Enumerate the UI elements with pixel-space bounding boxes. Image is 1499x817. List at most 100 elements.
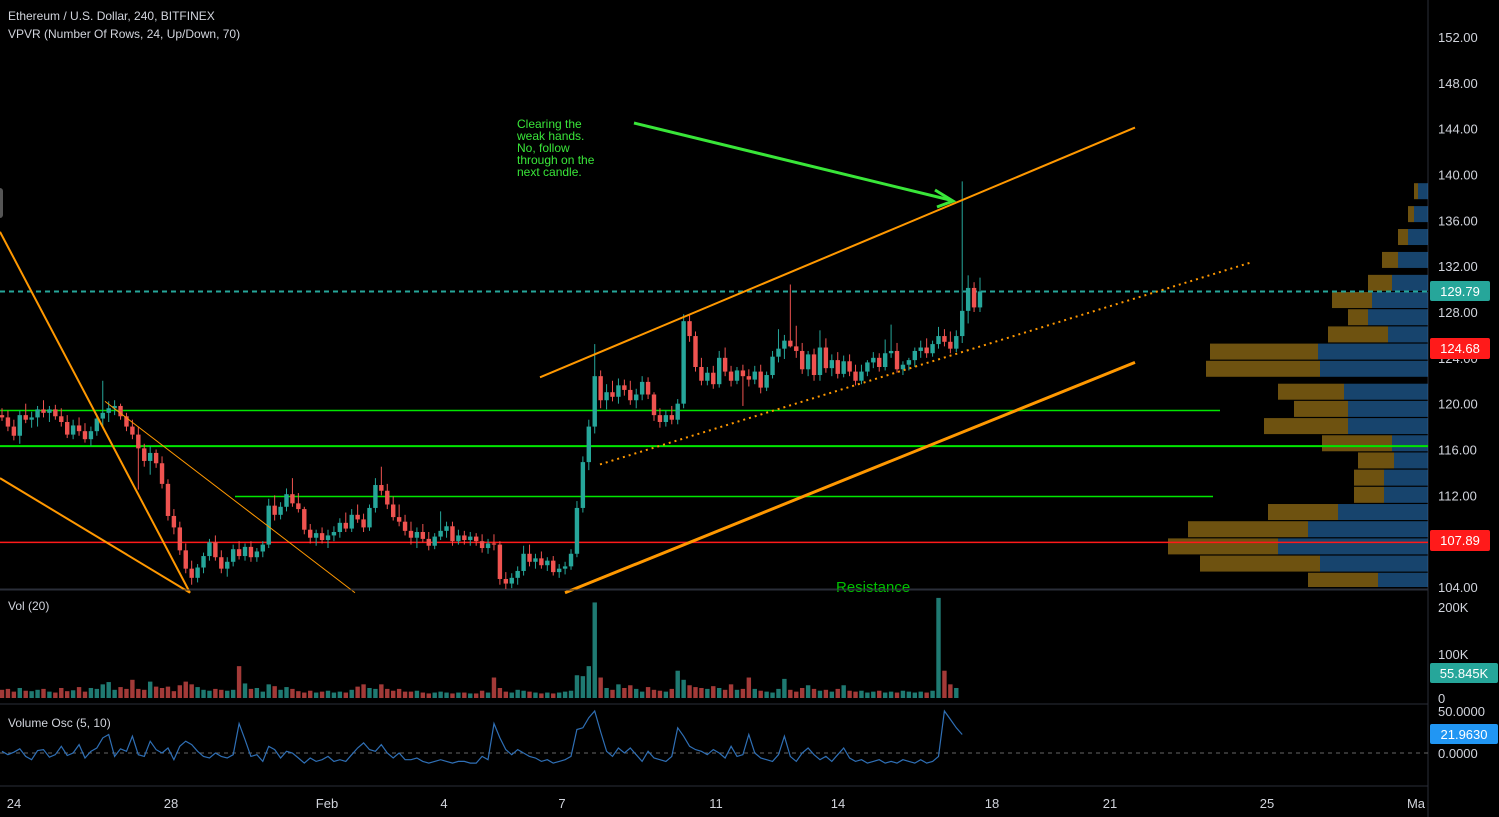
candle (651, 392, 657, 421)
candle (319, 527, 325, 544)
volume-bar (651, 689, 657, 698)
volume-bar (230, 689, 236, 698)
candle (201, 552, 206, 574)
vpvr-down-bar (1210, 343, 1318, 360)
volume-bar (142, 689, 147, 698)
candle (954, 330, 959, 353)
volume-bar (213, 688, 218, 698)
candle (47, 405, 52, 422)
volume-bar (462, 692, 467, 698)
candle (207, 538, 212, 561)
osc-line (1, 709, 963, 764)
volume-bar (396, 688, 402, 698)
candle (515, 566, 520, 585)
volume-bar (829, 691, 835, 698)
candle (432, 533, 437, 550)
candle (936, 326, 941, 349)
vpvr-down-bar (1408, 206, 1414, 223)
vpvr-down-bar (1168, 538, 1278, 555)
volume-bar (805, 685, 811, 698)
candle (379, 466, 384, 496)
candle (497, 541, 503, 585)
vpvr-down-bar (1414, 183, 1418, 200)
candle (153, 449, 159, 468)
volume-bar (699, 687, 704, 698)
volume-bar (734, 689, 740, 698)
vpvr-up-bar (1394, 452, 1428, 469)
candle (782, 334, 787, 359)
trend-line (539, 126, 1136, 379)
volume-bar (402, 691, 408, 698)
volume-bar (41, 688, 46, 698)
candle (100, 380, 105, 427)
candle (29, 411, 34, 428)
vpvr-down-bar (1264, 418, 1348, 435)
volume-bar (657, 690, 663, 698)
time-axis[interactable]: 24 28 Feb 4 7 11 14 18 21 25 Ma (7, 796, 1426, 811)
candle (426, 532, 431, 551)
volume-title: Vol (20) (8, 599, 49, 613)
candle (639, 376, 645, 401)
volume-bar (0, 689, 5, 698)
vpvr-up-bar (1348, 400, 1428, 417)
volume-bar (319, 691, 325, 698)
volume-bar (556, 692, 562, 698)
candle (337, 518, 343, 538)
volume-bar (634, 688, 639, 698)
candle (254, 548, 260, 562)
volume-bar (76, 687, 82, 698)
time-tick-label: Feb (316, 796, 338, 811)
trend-line (0, 477, 191, 594)
vpvr-down-bar (1322, 435, 1392, 452)
candle (764, 371, 769, 392)
volume-bar (118, 687, 123, 698)
volume-bar (59, 687, 64, 698)
candle (681, 314, 686, 409)
candle (705, 367, 710, 386)
volume-bar (770, 692, 775, 698)
candle (0, 408, 5, 421)
vpvr-up-bar (1278, 538, 1428, 555)
volume-bar (888, 691, 894, 698)
candle (746, 369, 752, 387)
volume-bar (586, 666, 591, 698)
vpvr-profile (1168, 183, 1428, 587)
volume-bar (408, 691, 414, 698)
volume-bar (23, 690, 28, 698)
vpvr-down-bar (1328, 326, 1388, 343)
vpvr-up-bar (1384, 469, 1428, 486)
volume-bar (473, 693, 479, 698)
volume-bar (912, 692, 917, 698)
volume-bar (717, 687, 722, 698)
candle (900, 361, 906, 376)
side-handle[interactable] (0, 188, 3, 218)
svg-text:107.89: 107.89 (1440, 533, 1480, 548)
price-tick-label: 132.00 (1438, 259, 1478, 274)
candle (912, 347, 917, 367)
candle (888, 324, 894, 358)
candle (11, 419, 17, 441)
candle (871, 352, 876, 369)
price-tick-label: 148.00 (1438, 76, 1478, 91)
candle (882, 339, 888, 371)
volume-bar (11, 691, 17, 698)
osc-title: Volume Osc (5, 10) (8, 716, 111, 730)
volume-bar (195, 687, 200, 698)
volume-bar (236, 666, 242, 698)
volume-bar (539, 693, 544, 698)
volume-bar (136, 688, 141, 698)
vpvr-up-bar (1348, 418, 1428, 435)
price-tick-label: 120.00 (1438, 397, 1478, 412)
chart-title: Ethereum / U.S. Dollar, 240, BITFINEX (8, 9, 215, 23)
volume-bar (159, 687, 165, 698)
candle (76, 417, 82, 436)
candle (817, 330, 823, 381)
candle (503, 572, 509, 589)
vpvr-up-bar (1318, 343, 1428, 360)
candle (183, 543, 188, 574)
candle (598, 370, 603, 409)
volume-bar (758, 690, 763, 698)
price-tick-label: 140.00 (1438, 168, 1478, 183)
